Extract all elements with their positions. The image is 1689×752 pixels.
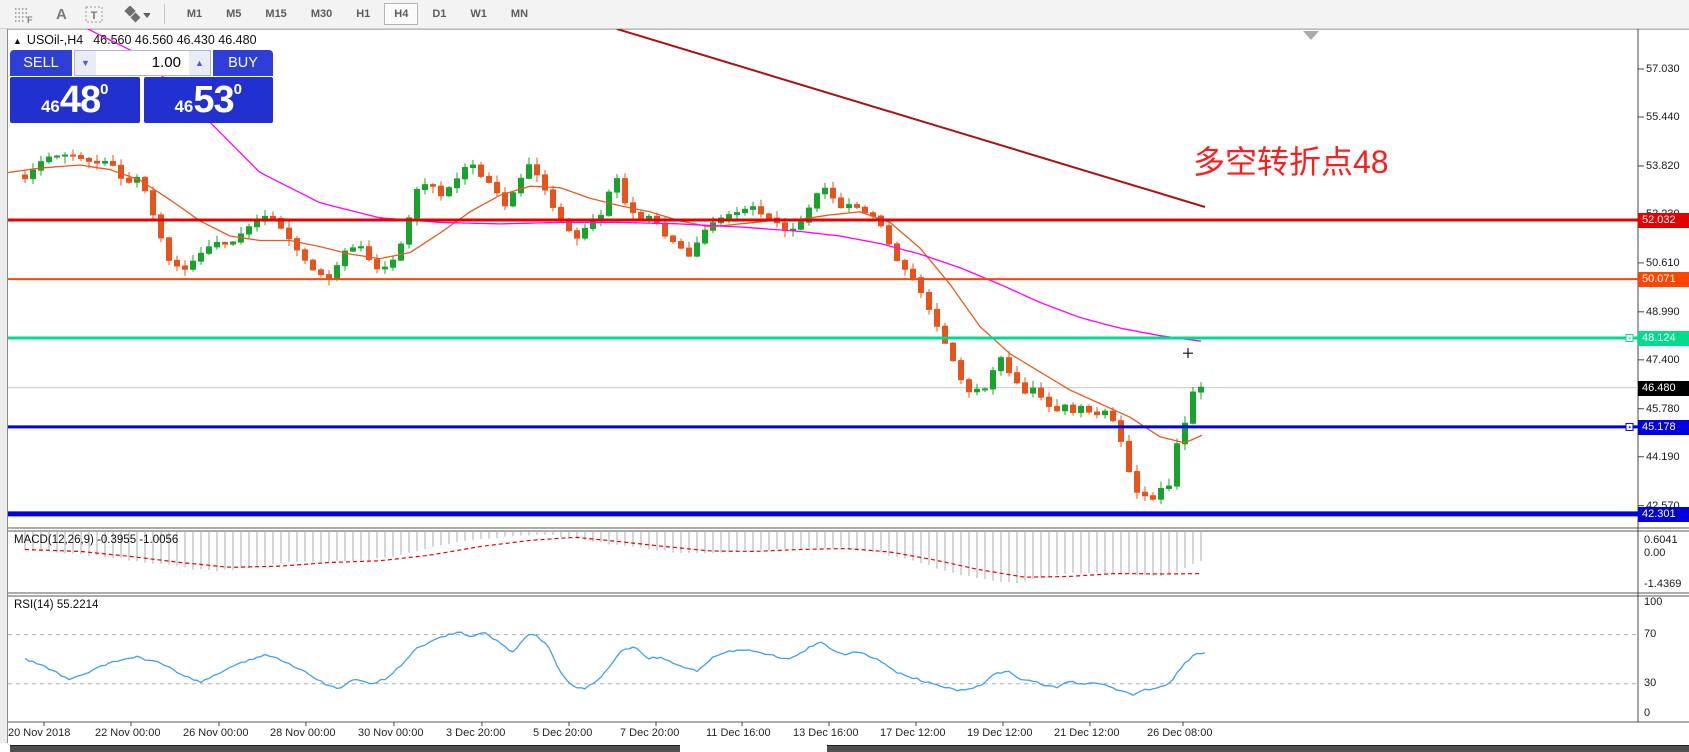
timeframe-D1[interactable]: D1 [432,8,447,20]
time-axis-label: 17 Dec 12:00 [880,727,946,739]
chart-title: ▲ USOil-,H4 46.560 46.560 46.430 46.480 [13,33,257,47]
price-tick-label: 50.610 [1646,256,1680,269]
macd-histogram [24,532,1202,584]
time-axis-label: 20 Nov 2018 [8,727,71,739]
buy-price-display[interactable]: 46 53 0 [143,77,273,123]
price-level-label-50.071[interactable]: 50.071 [1638,272,1689,288]
price-tick-label: 55.440 [1646,111,1680,124]
time-axis-label: 21 Dec 12:00 [1054,727,1120,739]
timeframe-M15[interactable]: M15 [265,8,287,20]
volume-decrease-button[interactable]: ▼ [75,51,96,75]
price-tick-label: 57.030 [1646,63,1680,75]
time-axis-label: 5 Dec 20:00 [533,727,593,739]
time-axis-label: 3 Dec 20:00 [446,727,506,739]
time-axis-label: 7 Dec 20:00 [620,727,680,739]
rsi-axis-label: 100 [1644,596,1663,608]
timeframe-W1[interactable]: W1 [470,8,487,20]
time-axis-label: 28 Nov 00:00 [270,727,336,739]
time-axis-label: 19 Dec 12:00 [967,727,1033,739]
sell-button[interactable]: SELL [10,50,72,76]
price-tick-label: 44.190 [1646,450,1680,463]
time-axis-label: 30 Nov 00:00 [358,727,424,739]
docked-window-edge [827,745,1689,752]
candlestick-series [22,149,1204,505]
objects-palette-icon[interactable] [120,5,150,23]
price-tick-label: 47.400 [1646,353,1680,366]
symbol-period-label: USOil-,H4 [26,33,84,47]
crosshair-grid-icon[interactable]: F [14,6,36,23]
svg-text:F: F [27,15,33,23]
price-tick-label: 48.990 [1646,305,1680,318]
buy-price-prefix: 46 [174,97,194,116]
timeframe-M1[interactable]: M1 [186,8,203,20]
crosshair-marker [1183,348,1193,359]
text-label-icon[interactable]: A [56,5,67,23]
macd-axis-label: 0.00 [1644,547,1666,559]
window-left-edge [0,29,8,743]
buy-price-sup: 0 [233,81,243,98]
timeframe-H4[interactable]: H4 [384,3,419,25]
macd-axis-label: -1.4369 [1644,578,1682,590]
sell-price-display[interactable]: 46 48 0 [10,77,140,123]
time-axis-label: 26 Nov 00:00 [183,727,249,739]
rsi-line [24,631,1206,696]
one-click-panel-toggle-icon[interactable]: ▲ [13,36,22,46]
rsi-indicator-label: RSI(14) 55.2214 [14,599,99,611]
price-level-label-48.124[interactable]: 48.124 [1638,330,1689,346]
timeframe-M30[interactable]: M30 [310,8,333,20]
time-axis-label: 26 Dec 08:00 [1147,727,1213,739]
volume-spinner: ▼ 1.00 ▲ [74,50,211,76]
chart-text-annotation[interactable]: 多空转折点48 [1193,144,1389,180]
price-tick-label: 45.780 [1646,402,1680,415]
one-click-trading-panel: SELL ▼ 1.00 ▲ BUY 46 48 0 46 53 0 [10,50,273,123]
time-axis-label: 22 Nov 00:00 [95,727,161,739]
buy-button[interactable]: BUY [213,50,273,76]
macd-indicator-label: MACD(12,26,9) -0.3955 -1.0056 [14,534,179,546]
sell-price-big: 48 [59,79,101,121]
volume-increase-button[interactable]: ▲ [189,51,210,75]
chart-scroll-position-marker[interactable] [1303,31,1319,40]
ohlc-values: 46.560 46.560 46.430 46.480 [93,33,257,47]
price-tick-label: 53.820 [1646,159,1680,172]
macd-axis-label: 0.6041 [1644,534,1678,546]
timeframe-MN[interactable]: MN [510,8,529,20]
top-toolbar: F A T M1 M5 M15 M30 H1 H4 D1 W1 MN [0,0,1689,29]
docked-window-edge [10,745,680,752]
price-level-label-45.178[interactable]: 45.178 [1638,419,1689,435]
price-level-label-42.301[interactable]: 42.301 [1638,506,1689,522]
timeframe-buttons: M1 M5 M15 M30 H1 H4 D1 W1 MN [175,3,540,25]
time-axis-label: 11 Dec 16:00 [706,727,771,739]
ma-slow-line [86,29,1202,342]
rsi-axis-label: 70 [1644,628,1657,640]
text-box-icon[interactable]: T [85,6,104,23]
price-level-label-52.032[interactable]: 52.032 [1638,212,1689,228]
descending-trendline[interactable] [616,29,1206,208]
ma-fast-line [8,164,1203,444]
rsi-axis-label: 0 [1644,707,1651,719]
timeframe-H1[interactable]: H1 [356,8,371,20]
rsi-axis-label: 30 [1644,677,1657,689]
macd-signal-line [24,536,1201,578]
current-price-label: 46.480 [1638,380,1689,396]
buy-price-big: 53 [193,79,234,121]
svg-text:T: T [90,10,97,22]
time-axis-label: 13 Dec 16:00 [793,727,859,739]
sell-price-prefix: 46 [40,97,60,116]
timeframe-M5[interactable]: M5 [226,8,242,20]
toolbar-separator [163,4,165,24]
volume-input[interactable]: 1.00 [151,54,181,71]
sell-price-sup: 0 [100,81,109,98]
